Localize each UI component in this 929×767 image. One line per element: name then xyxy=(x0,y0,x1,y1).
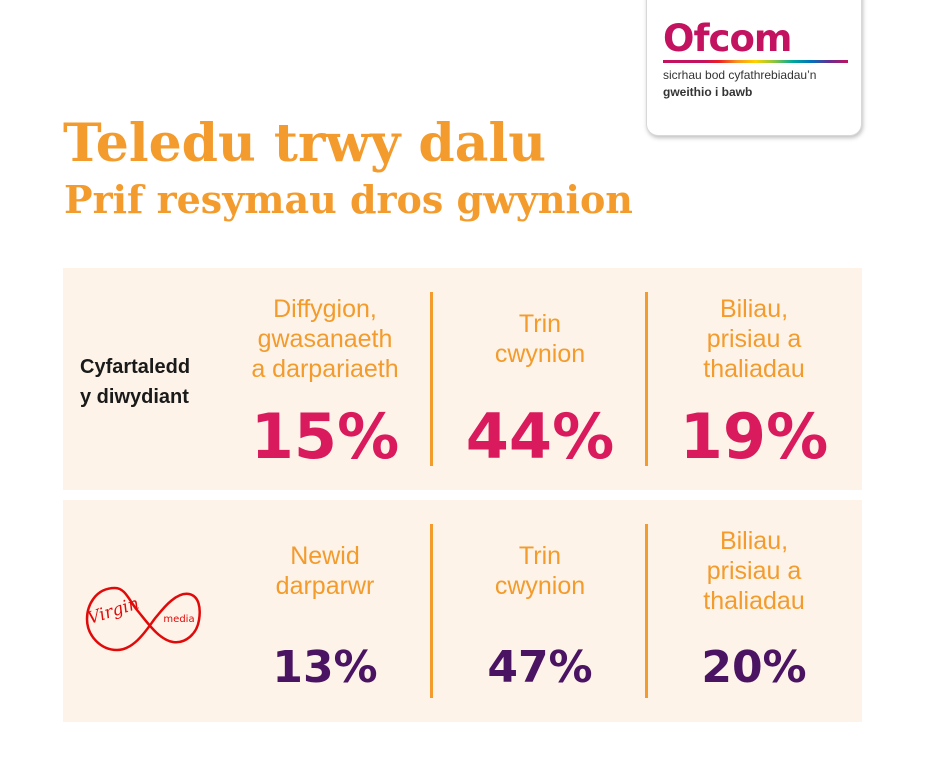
percentage-value: 20% xyxy=(701,642,807,693)
percentage-value: 19% xyxy=(679,400,829,473)
virgin-media-panel: Virgin media Newid darparwr 13% Trin cwy… xyxy=(63,500,862,722)
percentage-value: 47% xyxy=(487,642,593,693)
column-divider xyxy=(430,292,433,466)
ofcom-tagline: sicrhau bod cyfathrebiadau’n xyxy=(663,68,817,82)
category-label: Newid darparwr xyxy=(275,542,375,600)
virgin-media-logo: Virgin media xyxy=(85,586,201,652)
category-label: Biliau, prisiau a thaliadau xyxy=(703,527,805,615)
percentage-value: 44% xyxy=(465,400,615,473)
ofcom-wordmark: Ofcom xyxy=(663,17,792,60)
page-title: Teledu trwy dalu xyxy=(63,113,547,174)
category-label: Trin cwynion xyxy=(494,542,586,600)
page-subtitle: Prif resymau dros gwynion xyxy=(64,177,633,222)
percentage-value: 15% xyxy=(250,400,400,473)
ofcom-logo: Ofcom sicrhau bod cyfathrebiadau’n gweit… xyxy=(646,0,862,136)
category-label: Diffygion, gwasanaeth a darpariaeth xyxy=(251,295,399,383)
ofcom-rainbow-bar xyxy=(663,60,848,63)
category-label: Biliau, prisiau a thaliadau xyxy=(703,295,805,383)
category-label: Trin cwynion xyxy=(494,310,586,368)
column-divider xyxy=(645,292,648,466)
industry-average-label: Cyfartaledd y diwydiant xyxy=(80,356,191,408)
ofcom-tagline-bold: gweithio i bawb xyxy=(663,85,753,99)
column-divider xyxy=(645,524,648,698)
media-wordmark: media xyxy=(163,614,194,625)
column-divider xyxy=(430,524,433,698)
industry-average-panel: Cyfartaledd y diwydiant Diffygion, gwasa… xyxy=(63,268,862,490)
percentage-value: 13% xyxy=(272,642,378,693)
